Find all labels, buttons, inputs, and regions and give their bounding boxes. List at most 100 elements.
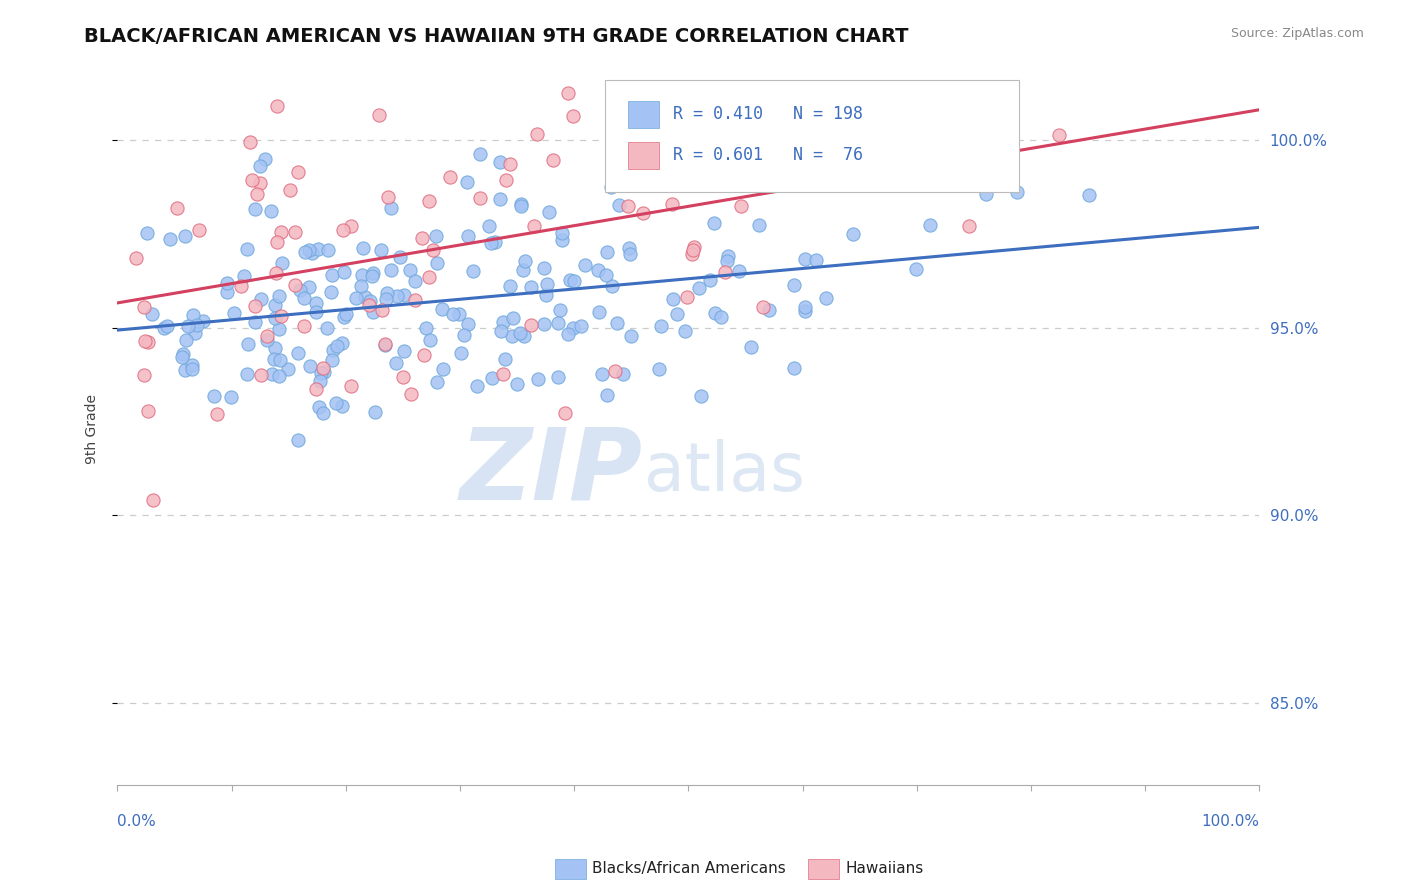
Point <box>554 406 576 420</box>
Point <box>662 292 685 306</box>
Point <box>346 291 368 305</box>
Point <box>404 274 426 288</box>
Text: R = 0.410   N = 198: R = 0.410 N = 198 <box>673 105 863 123</box>
Point <box>352 241 374 255</box>
Point <box>489 155 512 169</box>
Y-axis label: 9th Grade: 9th Grade <box>86 394 100 464</box>
Text: Hawaiians: Hawaiians <box>845 862 924 876</box>
Point <box>340 378 363 392</box>
Point <box>174 363 197 377</box>
Point <box>533 317 555 331</box>
Point <box>666 173 689 187</box>
Point <box>748 219 770 233</box>
Point <box>918 218 941 232</box>
Point <box>240 173 263 187</box>
Point <box>404 293 426 308</box>
Point <box>249 176 271 190</box>
Text: Source: ZipAtlas.com: Source: ZipAtlas.com <box>1230 27 1364 40</box>
Point <box>292 319 315 334</box>
Point <box>547 316 569 330</box>
Point <box>188 223 211 237</box>
Point <box>758 303 780 318</box>
Point <box>699 273 721 287</box>
Point <box>418 270 440 285</box>
Point <box>301 246 323 260</box>
Point <box>374 337 396 351</box>
Point <box>419 333 441 347</box>
Point <box>166 201 188 215</box>
Point <box>607 197 630 211</box>
Point <box>350 268 373 282</box>
Point <box>591 367 613 381</box>
Point <box>385 356 408 370</box>
Point <box>314 365 336 379</box>
Point <box>298 280 321 294</box>
Point <box>260 203 283 218</box>
Point <box>596 388 619 402</box>
Point <box>325 396 347 410</box>
Point <box>267 289 290 303</box>
Point <box>541 153 564 168</box>
Point <box>186 318 208 332</box>
Point <box>264 341 287 355</box>
Point <box>509 326 531 340</box>
Point <box>1078 187 1101 202</box>
Point <box>562 274 585 288</box>
Point <box>730 10 752 24</box>
Point <box>751 300 773 314</box>
Point <box>333 265 356 279</box>
Point <box>596 244 619 259</box>
Point <box>727 264 749 278</box>
Point <box>332 223 354 237</box>
Text: atlas: atlas <box>644 439 804 505</box>
Point <box>284 225 307 239</box>
Point <box>330 399 353 413</box>
Point <box>156 319 179 334</box>
Point <box>619 246 641 260</box>
Point <box>904 261 927 276</box>
Point <box>298 243 321 257</box>
Point <box>138 334 160 349</box>
Point <box>492 315 515 329</box>
Point <box>562 320 585 334</box>
Point <box>411 231 433 245</box>
Point <box>506 376 529 391</box>
Point <box>478 219 501 233</box>
Text: R = 0.601   N =  76: R = 0.601 N = 76 <box>673 146 863 164</box>
Point <box>361 266 384 280</box>
Point <box>229 278 252 293</box>
Point <box>153 321 176 335</box>
Point <box>305 305 328 319</box>
Point <box>316 320 339 334</box>
Point <box>134 300 156 314</box>
Point <box>617 241 640 255</box>
Point <box>536 277 558 291</box>
Point <box>380 201 402 215</box>
Point <box>595 268 617 283</box>
Point <box>456 175 478 189</box>
Point <box>172 347 194 361</box>
Point <box>134 334 156 348</box>
Point <box>527 372 550 386</box>
Point <box>266 266 288 280</box>
Point <box>202 389 225 403</box>
Point <box>399 262 422 277</box>
Point <box>271 256 294 270</box>
Point <box>534 288 557 302</box>
Point <box>509 199 531 213</box>
Point <box>560 273 582 287</box>
Point <box>447 307 470 321</box>
Point <box>430 301 453 316</box>
Point <box>250 368 273 382</box>
Point <box>489 192 512 206</box>
Point <box>859 159 882 173</box>
Point <box>804 253 827 268</box>
Point <box>361 268 384 283</box>
Point <box>176 318 198 333</box>
Point <box>457 318 479 332</box>
Point <box>479 235 502 250</box>
Point <box>793 303 815 318</box>
Point <box>499 279 522 293</box>
Point <box>217 277 239 291</box>
Point <box>141 307 163 321</box>
